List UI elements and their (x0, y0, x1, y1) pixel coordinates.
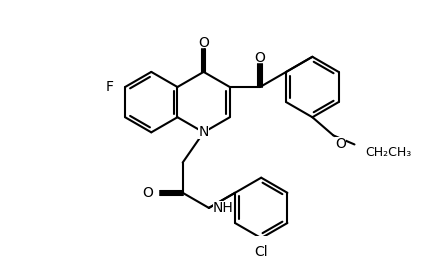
Text: O: O (198, 36, 209, 50)
Text: NH: NH (213, 201, 233, 215)
Text: O: O (255, 51, 265, 65)
Text: O: O (335, 137, 346, 151)
Text: O: O (143, 186, 154, 200)
Text: F: F (106, 80, 114, 94)
Text: CH₂CH₃: CH₂CH₃ (366, 146, 412, 159)
Text: N: N (199, 125, 209, 139)
Text: Cl: Cl (254, 245, 268, 258)
